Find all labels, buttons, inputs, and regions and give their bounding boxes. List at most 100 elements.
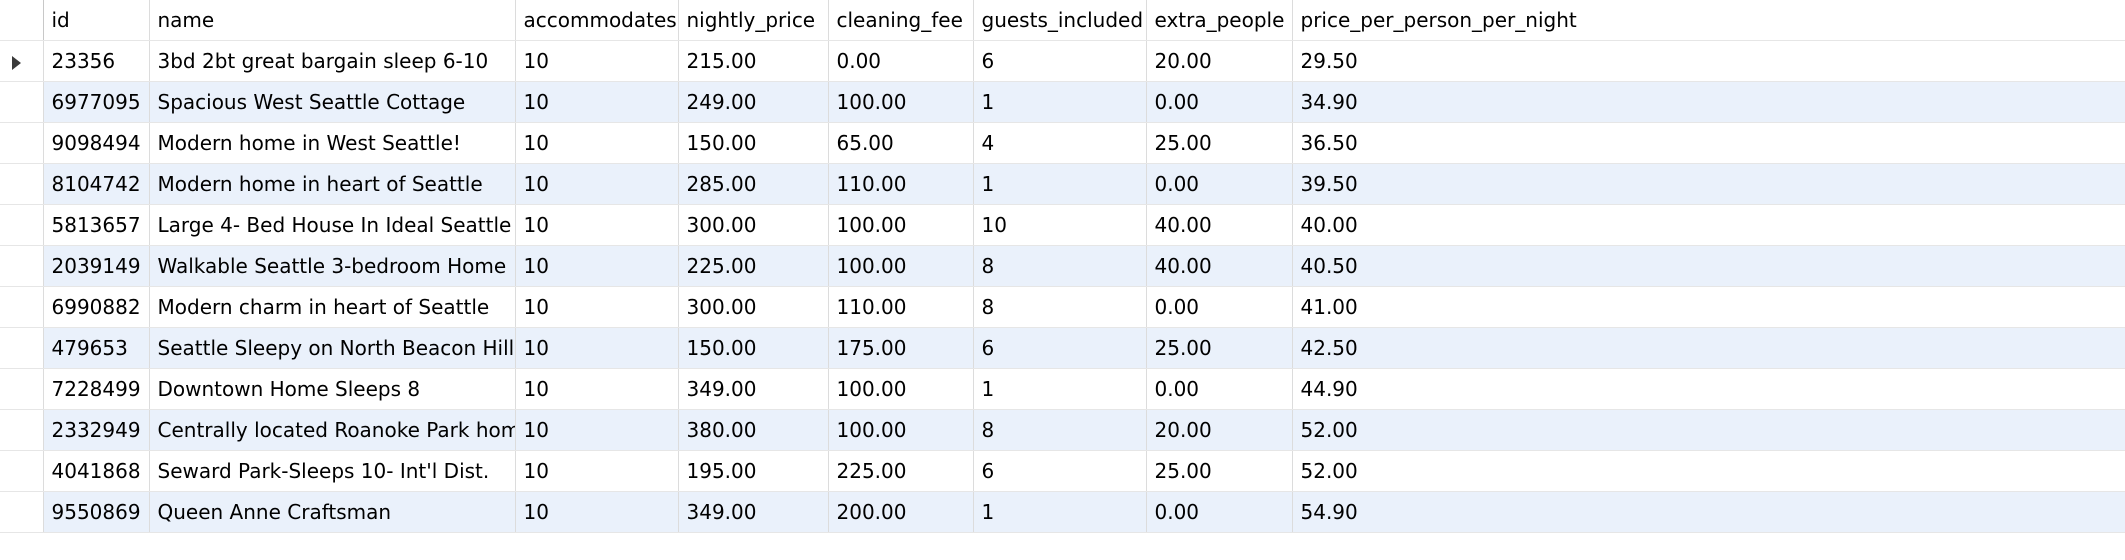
cell-cleaning-fee[interactable]: 110.00 [828,163,974,205]
table-row[interactable]: 23356 3bd 2bt great bargain sleep 6-10 10 2… [0,40,2125,82]
cell-guests-included[interactable]: 8 [973,286,1147,328]
cell-cleaning-fee[interactable]: 100.00 [828,245,974,287]
cell-accommodates[interactable]: 10 [515,409,679,451]
cell-name[interactable]: Seattle Sleepy on North Beacon Hill [149,327,516,369]
cell-accommodates[interactable]: 10 [515,81,679,123]
cell-extra-people[interactable]: 25.00 [1146,327,1293,369]
cell-price-per-person-per-night[interactable]: 54.90 [1292,491,2125,533]
row-gutter[interactable] [0,81,44,123]
row-gutter[interactable] [0,327,44,369]
row-gutter[interactable] [0,409,44,451]
cell-cleaning-fee[interactable]: 100.00 [828,81,974,123]
cell-guests-included[interactable]: 8 [973,245,1147,287]
cell-guests-included[interactable]: 1 [973,368,1147,410]
cell-id[interactable]: 23356 [43,40,150,82]
cell-id[interactable]: 479653 [43,327,150,369]
row-gutter[interactable] [0,491,44,533]
cell-extra-people[interactable]: 20.00 [1146,40,1293,82]
row-gutter[interactable] [0,163,44,205]
cell-accommodates[interactable]: 10 [515,368,679,410]
cell-nightly-price[interactable]: 285.00 [678,163,829,205]
cell-name[interactable]: Centrally located Roanoke Park home [149,409,516,451]
column-header-nightly-price[interactable]: nightly_price [678,0,829,41]
table-row[interactable]: 9550869 Queen Anne Craftsman 10 349.00 200.0… [0,491,2125,533]
cell-guests-included[interactable]: 10 [973,204,1147,246]
cell-name[interactable]: Downtown Home Sleeps 8 [149,368,516,410]
cell-guests-included[interactable]: 1 [973,163,1147,205]
cell-id[interactable]: 6977095 [43,81,150,123]
row-gutter[interactable] [0,204,44,246]
cell-nightly-price[interactable]: 215.00 [678,40,829,82]
cell-accommodates[interactable]: 10 [515,40,679,82]
row-gutter[interactable] [0,286,44,328]
cell-accommodates[interactable]: 10 [515,163,679,205]
table-row[interactable]: 4041868 Seward Park-Sleeps 10- Int'l Dist… [0,450,2125,492]
cell-extra-people[interactable]: 25.00 [1146,450,1293,492]
cell-cleaning-fee[interactable]: 225.00 [828,450,974,492]
cell-price-per-person-per-night[interactable]: 52.00 [1292,450,2125,492]
cell-name[interactable]: Walkable Seattle 3-bedroom Home [149,245,516,287]
cell-nightly-price[interactable]: 150.00 [678,327,829,369]
cell-name[interactable]: Modern charm in heart of Seattle [149,286,516,328]
cell-guests-included[interactable]: 6 [973,327,1147,369]
cell-price-per-person-per-night[interactable]: 29.50 [1292,40,2125,82]
cell-id[interactable]: 2039149 [43,245,150,287]
table-row[interactable]: 5813657 Large 4- Bed House In Ideal Seatt… [0,204,2125,246]
cell-extra-people[interactable]: 0.00 [1146,491,1293,533]
cell-nightly-price[interactable]: 195.00 [678,450,829,492]
cell-price-per-person-per-night[interactable]: 40.50 [1292,245,2125,287]
cell-price-per-person-per-night[interactable]: 36.50 [1292,122,2125,164]
table-row[interactable]: 7228499 Downtown Home Sleeps 8 10 349.00 100… [0,368,2125,410]
row-gutter[interactable] [0,40,44,82]
cell-cleaning-fee[interactable]: 100.00 [828,409,974,451]
cell-guests-included[interactable]: 4 [973,122,1147,164]
cell-id[interactable]: 8104742 [43,163,150,205]
cell-price-per-person-per-night[interactable]: 34.90 [1292,81,2125,123]
column-header-id[interactable]: id [43,0,150,41]
cell-price-per-person-per-night[interactable]: 42.50 [1292,327,2125,369]
cell-cleaning-fee[interactable]: 65.00 [828,122,974,164]
cell-id[interactable]: 7228499 [43,368,150,410]
cell-accommodates[interactable]: 10 [515,491,679,533]
cell-nightly-price[interactable]: 300.00 [678,286,829,328]
column-header-price-per-person-per-night[interactable]: price_per_person_per_night [1292,0,2125,41]
cell-id[interactable]: 4041868 [43,450,150,492]
cell-guests-included[interactable]: 1 [973,81,1147,123]
cell-nightly-price[interactable]: 349.00 [678,368,829,410]
table-row[interactable]: 6977095 Spacious West Seattle Cottage 10 24… [0,81,2125,123]
cell-cleaning-fee[interactable]: 175.00 [828,327,974,369]
row-gutter[interactable] [0,245,44,287]
cell-id[interactable]: 9550869 [43,491,150,533]
cell-extra-people[interactable]: 0.00 [1146,286,1293,328]
cell-accommodates[interactable]: 10 [515,327,679,369]
cell-guests-included[interactable]: 6 [973,40,1147,82]
cell-cleaning-fee[interactable]: 200.00 [828,491,974,533]
cell-extra-people[interactable]: 25.00 [1146,122,1293,164]
cell-extra-people[interactable]: 0.00 [1146,81,1293,123]
cell-cleaning-fee[interactable]: 110.00 [828,286,974,328]
table-row[interactable]: 2039149 Walkable Seattle 3-bedroom Home 10… [0,245,2125,287]
cell-accommodates[interactable]: 10 [515,245,679,287]
column-header-name[interactable]: name [149,0,516,41]
cell-extra-people[interactable]: 20.00 [1146,409,1293,451]
cell-guests-included[interactable]: 1 [973,491,1147,533]
cell-name[interactable]: 3bd 2bt great bargain sleep 6-10 [149,40,516,82]
cell-price-per-person-per-night[interactable]: 52.00 [1292,409,2125,451]
column-header-accommodates[interactable]: accommodates [515,0,679,41]
cell-price-per-person-per-night[interactable]: 39.50 [1292,163,2125,205]
row-gutter[interactable] [0,368,44,410]
cell-extra-people[interactable]: 0.00 [1146,368,1293,410]
cell-accommodates[interactable]: 10 [515,122,679,164]
cell-cleaning-fee[interactable]: 100.00 [828,368,974,410]
column-header-cleaning-fee[interactable]: cleaning_fee [828,0,974,41]
cell-name[interactable]: Modern home in heart of Seattle [149,163,516,205]
table-row[interactable]: 2332949 Centrally located Roanoke Park ho… [0,409,2125,451]
cell-price-per-person-per-night[interactable]: 44.90 [1292,368,2125,410]
cell-cleaning-fee[interactable]: 100.00 [828,204,974,246]
cell-id[interactable]: 6990882 [43,286,150,328]
row-gutter[interactable] [0,122,44,164]
cell-price-per-person-per-night[interactable]: 41.00 [1292,286,2125,328]
cell-nightly-price[interactable]: 380.00 [678,409,829,451]
cell-name[interactable]: Large 4- Bed House In Ideal Seattle [149,204,516,246]
